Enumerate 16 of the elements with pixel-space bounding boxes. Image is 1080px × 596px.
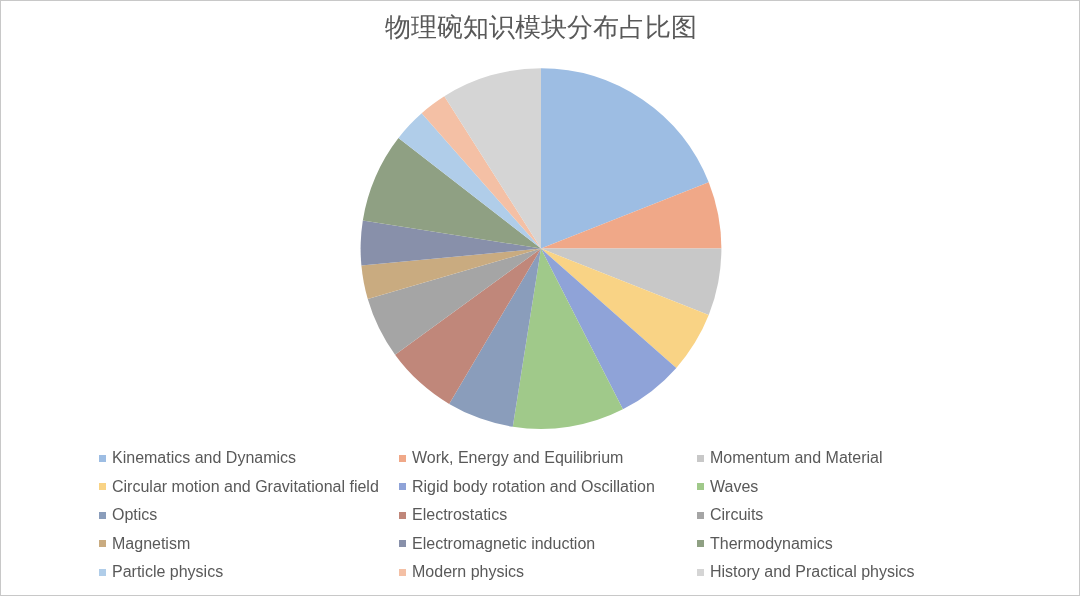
- legend-label: Rigid body rotation and Oscillation: [412, 477, 655, 496]
- legend-label: Optics: [112, 506, 158, 525]
- legend-label: History and Practical physics: [710, 563, 915, 582]
- legend-label: Magnetism: [112, 534, 191, 553]
- legend-label: Kinematics and Dynamics: [112, 449, 297, 468]
- legend-label: Waves: [710, 477, 759, 496]
- legend-label: Work, Energy and Equilibrium: [412, 449, 624, 468]
- legend-label: Particle physics: [112, 563, 224, 582]
- legend-label: Circuits: [710, 506, 764, 525]
- legend-label: Momentum and Material: [710, 449, 883, 468]
- legend-label: Modern physics: [412, 563, 525, 582]
- legend-label: Electromagnetic induction: [412, 534, 596, 553]
- chart-title: 物理碗知识模块分布占比图: [385, 11, 697, 42]
- legend-label: Thermodynamics: [710, 534, 833, 553]
- legend-label: Electrostatics: [412, 506, 508, 525]
- legend-label: Circular motion and Gravitational field: [112, 477, 379, 496]
